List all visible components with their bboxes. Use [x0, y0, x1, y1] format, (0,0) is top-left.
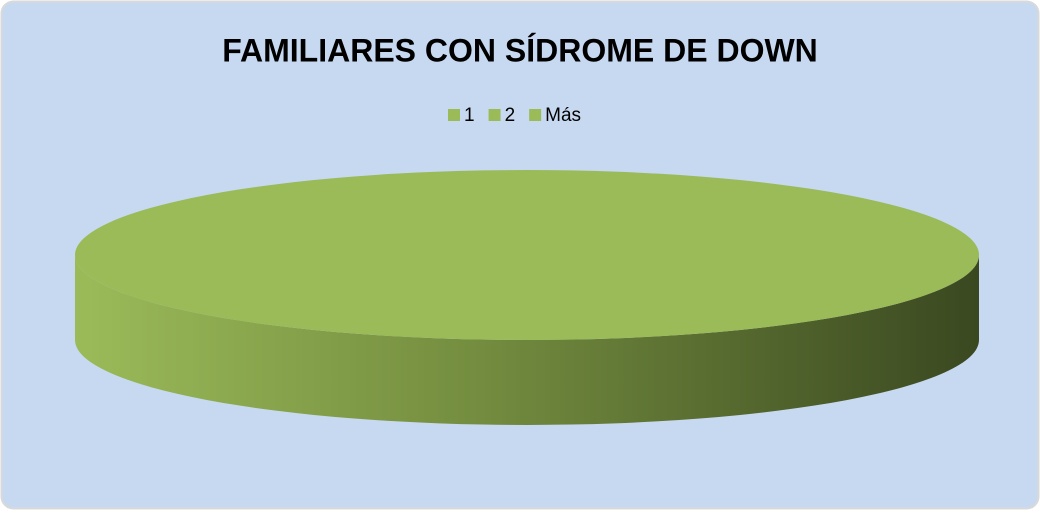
legend: 1 2 Más: [448, 105, 581, 126]
legend-swatch: [448, 109, 460, 121]
chart-title: FAMILIARES CON SÍDROME DE DOWN: [222, 32, 818, 68]
pie-slice: [75, 170, 979, 340]
legend-swatch: [488, 109, 501, 121]
legend-label: Más: [545, 105, 581, 126]
legend-label: 1: [464, 105, 475, 126]
legend-swatch: [529, 109, 542, 121]
legend-label: 2: [505, 105, 516, 126]
